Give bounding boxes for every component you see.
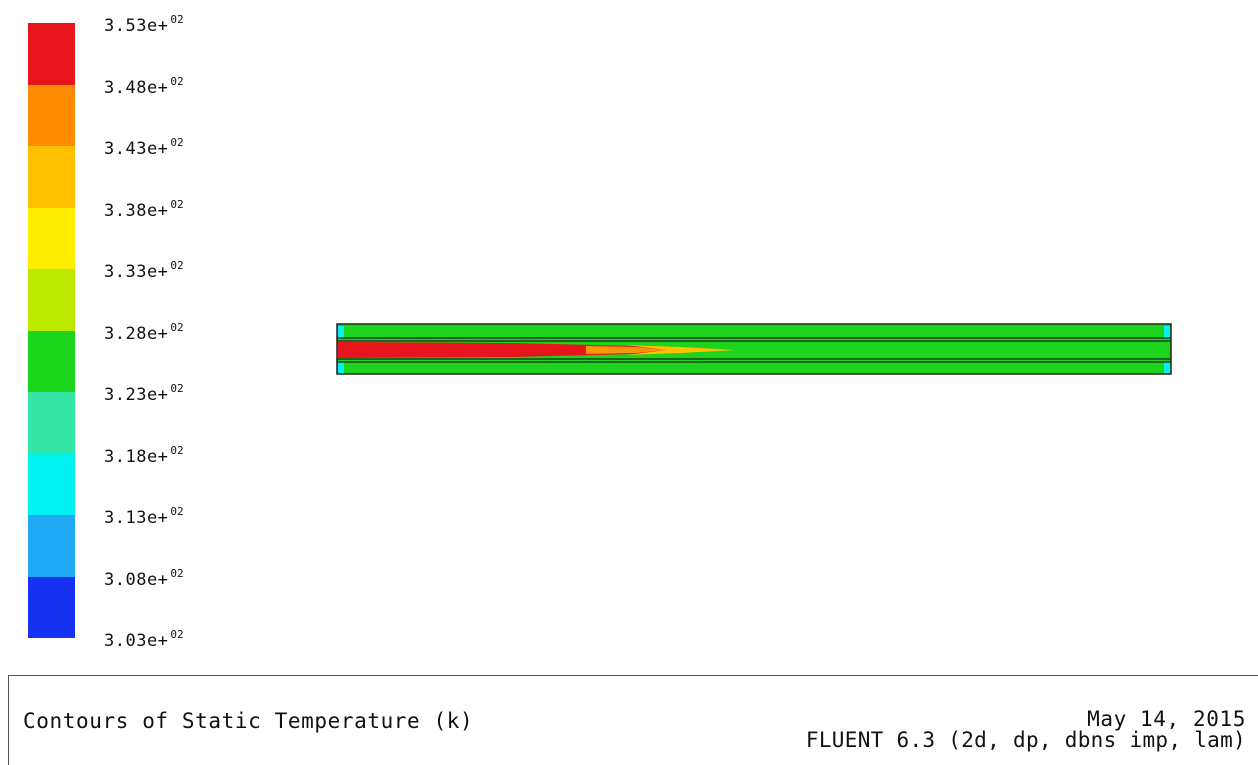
outlet-cool-top — [1164, 326, 1170, 338]
tick-exponent: 02 — [170, 136, 184, 149]
tick-mantissa: 3.53e+ — [104, 16, 169, 36]
plume-transition — [586, 346, 666, 354]
tick-exponent: 02 — [170, 505, 184, 518]
tick-mantissa: 3.13e+ — [104, 508, 169, 528]
tick-mantissa: 3.03e+ — [104, 631, 169, 651]
tick-mantissa: 3.48e+ — [104, 77, 169, 98]
color-band — [28, 146, 75, 208]
tick-exponent: 02 — [170, 566, 184, 580]
tick-exponent: 02 — [170, 320, 184, 334]
tick-mantissa: 3.38e+ — [104, 200, 169, 221]
caption-box: Contours of Static Temperature (k) May 1… — [8, 675, 1258, 765]
tick-exponent: 02 — [170, 628, 184, 641]
color-band — [28, 515, 75, 577]
color-bar-tick-label: 3.03e+ 02 — [104, 629, 184, 651]
tick-exponent: 02 — [170, 382, 184, 395]
tick-exponent: 02 — [170, 197, 184, 211]
color-bar-tick-label: 3.53e+ 02 — [104, 14, 184, 36]
warm-plume-tip — [626, 345, 736, 355]
tick-mantissa: 3.08e+ — [104, 569, 169, 590]
inlet-cool-top — [338, 326, 344, 338]
tick-mantissa: 3.18e+ — [104, 446, 169, 467]
color-band — [28, 576, 75, 638]
tick-exponent: 02 — [170, 13, 184, 26]
color-bar-tick-label: 3.33e+ 02 — [104, 260, 184, 282]
tick-mantissa: 3.23e+ — [104, 385, 169, 405]
caption-solver-info: FLUENT 6.3 (2d, dp, dbns imp, lam) — [805, 728, 1246, 752]
tick-mantissa: 3.28e+ — [104, 323, 169, 344]
tick-mantissa: 3.43e+ — [104, 139, 169, 159]
color-bar-tick-label: 3.38e+ 02 — [104, 199, 184, 221]
color-bar-tick-label: 3.48e+ 02 — [104, 76, 184, 98]
color-bar-tick-label: 3.18e+ 02 — [104, 445, 184, 467]
inlet-cool-bottom — [338, 362, 344, 374]
color-band — [28, 84, 75, 146]
color-bar-tick-label: 3.08e+ 02 — [104, 568, 184, 590]
tick-mantissa: 3.33e+ — [104, 262, 169, 282]
caption-date: May 14, 2015 — [1087, 707, 1246, 731]
color-bar-tick-label: 3.23e+ 02 — [104, 383, 184, 405]
tick-exponent: 02 — [170, 443, 184, 457]
tick-exponent: 02 — [170, 259, 184, 272]
tick-exponent: 02 — [170, 74, 184, 88]
color-bar-tick-label: 3.43e+ 02 — [104, 137, 184, 159]
contour-plot-domain — [336, 323, 1172, 375]
color-band — [28, 330, 75, 392]
hot-core-plume — [338, 342, 731, 358]
outlet-cool-bottom — [1164, 362, 1170, 374]
temperature-color-bar — [28, 23, 75, 638]
domain-outline — [336, 323, 1172, 375]
color-band — [28, 23, 75, 85]
color-bar-tick-label: 3.28e+ 02 — [104, 322, 184, 344]
color-band — [28, 453, 75, 515]
color-band — [28, 269, 75, 331]
caption-title: Contours of Static Temperature (k) — [23, 709, 474, 733]
color-bar-tick-label: 3.13e+ 02 — [104, 506, 184, 528]
color-band — [28, 392, 75, 454]
color-band — [28, 207, 75, 269]
